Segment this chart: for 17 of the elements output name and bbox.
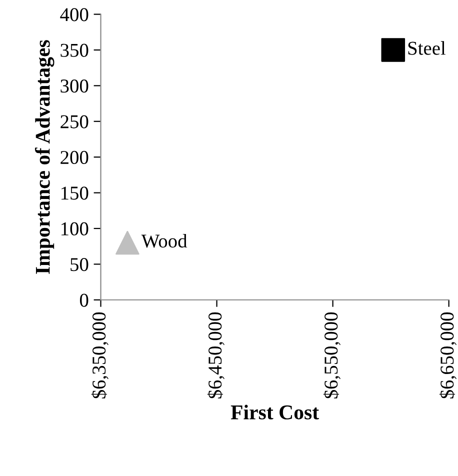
annotation: Steel xyxy=(408,41,446,55)
y-tick-label: 100 xyxy=(62,222,88,236)
x-tick-label: $6,450,000 xyxy=(207,312,224,398)
y-tick-label: 250 xyxy=(60,115,88,128)
x-axis-title: First Cost xyxy=(230,404,319,420)
x-tick-label: $6,650,000 xyxy=(439,312,457,398)
y-tick-label: 150 xyxy=(62,186,88,200)
y-axis-title: Importance of Advantages xyxy=(34,40,54,274)
x-tick-label: $6,550,000 xyxy=(323,312,340,398)
annotation: Wood xyxy=(141,234,188,248)
y-tick-label: 300 xyxy=(60,79,88,93)
y-tick-label: 0 xyxy=(80,294,88,307)
y-tick-label: 400 xyxy=(60,8,88,22)
x-tick-label: $6,350,000 xyxy=(91,312,108,398)
y-tick-label: 50 xyxy=(70,258,88,272)
y-tick-label: 200 xyxy=(60,150,88,164)
y-tick-label: 350 xyxy=(60,44,88,57)
